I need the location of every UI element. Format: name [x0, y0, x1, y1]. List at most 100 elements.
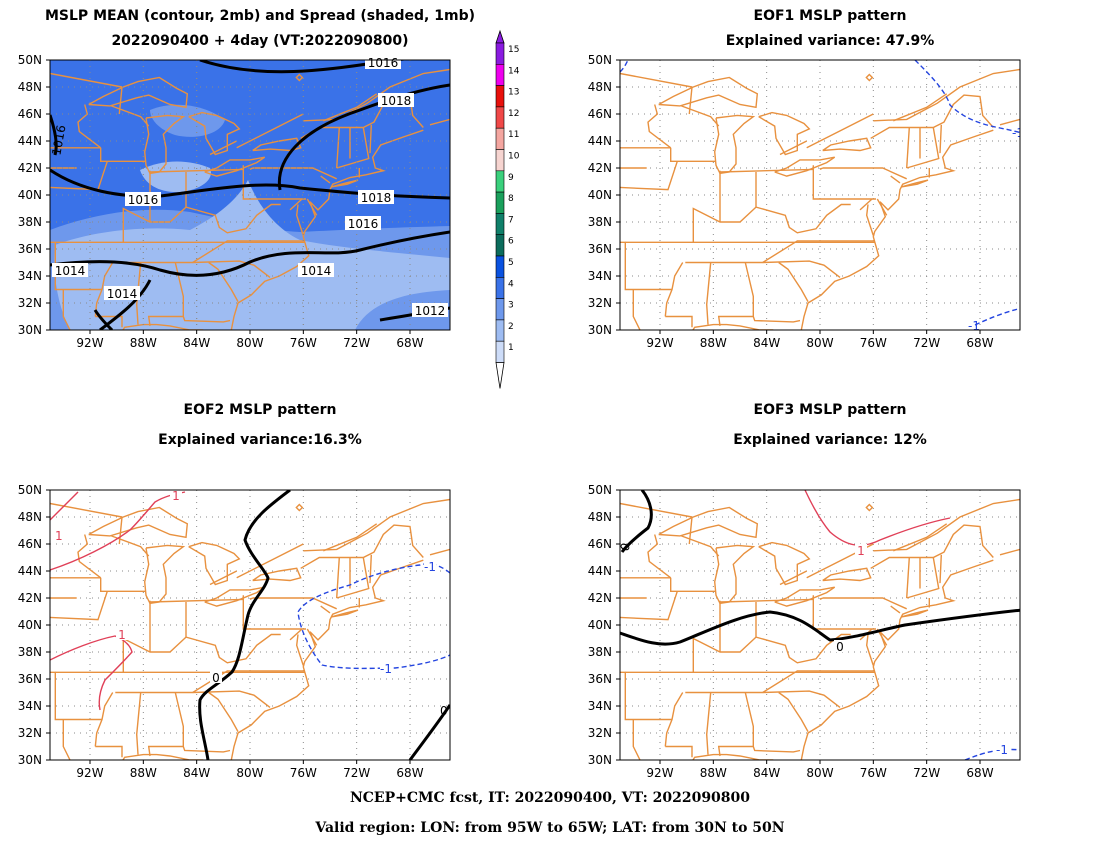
map-boundary-line: [901, 179, 929, 188]
eof2-title-line1: EOF2 MSLP pattern: [183, 402, 337, 418]
map-boundary-line: [118, 86, 123, 115]
map-boundary-line: [778, 261, 809, 302]
longitude-label: 92W: [646, 336, 673, 350]
longitude-label: 88W: [130, 336, 157, 350]
latitude-label: 32N: [18, 296, 42, 310]
map-boundary-line: [300, 524, 424, 569]
map-boundary-line: [230, 559, 424, 760]
longitude-label: 68W: [396, 766, 423, 780]
map-boundary-line: [336, 127, 340, 169]
longitude-label: 68W: [966, 336, 993, 350]
latitude-label: 50N: [18, 53, 42, 67]
contour-label: 1: [172, 489, 180, 503]
longitude-label: 76W: [290, 336, 317, 350]
map-boundary-line: [774, 586, 836, 607]
map-boundary-line: [713, 114, 756, 175]
map-boundary-line: [681, 105, 720, 127]
latitude-label: 46N: [588, 537, 612, 551]
map-boundary-line: [323, 523, 378, 552]
map-boundary-line: [115, 690, 271, 708]
map-island-marker: [865, 73, 874, 82]
map-boundary-line: [890, 605, 901, 614]
map-boundary-line: [713, 544, 756, 605]
map-boundary-line: [149, 598, 244, 603]
map-boundary-line: [252, 597, 337, 610]
map-boundary-line: [876, 198, 888, 216]
map-boundary-line: [999, 118, 1020, 126]
map-boundary-line: [688, 516, 693, 545]
map-boundary-line: [658, 76, 759, 109]
map-boundary-line: [289, 198, 303, 211]
map-boundary-line: [143, 544, 186, 605]
colorbar-label: 11: [508, 130, 519, 140]
map-boundary-line: [890, 175, 901, 184]
map-boundary-line: [192, 240, 305, 264]
contour-label: 1012: [415, 304, 446, 318]
map-boundary-line: [429, 118, 450, 126]
latitude-label: 46N: [588, 107, 612, 121]
latitude-label: 50N: [588, 53, 612, 67]
latitude-label: 42N: [588, 161, 612, 175]
colorbar-label: 8: [508, 194, 514, 204]
map-boundary-line: [665, 315, 693, 328]
colorbar-label: 6: [508, 237, 514, 247]
map-boundary-line: [647, 104, 672, 149]
latitude-label: 36N: [588, 242, 612, 256]
eof1-map-lines: [620, 68, 1020, 330]
longitude-label: 80W: [806, 766, 833, 780]
spread-colorbar: 15 14 13 12 11 10 9 8 7 6 5 4 3 2 1: [495, 29, 520, 389]
map-boundary-line: [758, 541, 811, 586]
map-boundary-line: [873, 68, 1020, 122]
longitude-label: 88W: [130, 766, 157, 780]
map-boundary-line: [681, 535, 720, 557]
map-boundary-line: [812, 595, 876, 630]
map-boundary-line: [122, 633, 281, 673]
latitude-label: 30N: [588, 323, 612, 337]
map-boundary-line: [620, 72, 693, 88]
colorbar-label: 2: [508, 322, 514, 332]
longitude-label: 84W: [753, 766, 780, 780]
longitude-label: 84W: [183, 336, 210, 350]
map-island-marker: [865, 503, 874, 512]
longitude-label: 76W: [290, 766, 317, 780]
map-boundary-line: [778, 691, 809, 732]
eof1-negative-contour: [620, 60, 629, 73]
eof3-axis-labels: 50N 48N 46N 44N 42N 40N 38N 36N 34N 32N 30N 92W 88W 8…: [588, 483, 994, 780]
latitude-label: 48N: [588, 80, 612, 94]
map-boundary-line: [208, 261, 239, 302]
latitude-label: 46N: [18, 537, 42, 551]
latitude-label: 42N: [18, 161, 42, 175]
map-boundary-line: [692, 633, 851, 673]
latitude-label: 44N: [588, 564, 612, 578]
map-boundary-line: [135, 692, 142, 755]
map-boundary-line: [369, 124, 372, 154]
map-boundary-line: [688, 86, 693, 115]
longitude-label: 80W: [236, 336, 263, 350]
spread-shade-light: [54, 180, 450, 330]
latitude-label: 50N: [588, 483, 612, 497]
longitude-label: 80W: [236, 766, 263, 780]
longitude-label: 84W: [183, 766, 210, 780]
map-boundary-line: [429, 548, 450, 556]
map-boundary-line: [122, 203, 281, 243]
map-boundary-line: [135, 262, 142, 325]
map-boundary-line: [865, 204, 874, 236]
latitude-label: 50N: [18, 483, 42, 497]
map-boundary-line: [822, 167, 907, 180]
eof3-negative-contour: [964, 748, 1020, 760]
map-boundary-line: [369, 554, 372, 584]
contour-label: 1014: [107, 287, 138, 301]
contour-label: 0: [836, 640, 844, 654]
map-boundary-line: [779, 570, 808, 586]
contour-label: 0: [617, 541, 633, 553]
spread-shade-light-2: [140, 161, 211, 193]
eof3-zero-contour: [620, 490, 653, 553]
map-boundary-line: [800, 559, 994, 760]
contour-label: 0: [212, 671, 220, 685]
map-boundary-line: [336, 557, 370, 599]
latitude-label: 48N: [18, 510, 42, 524]
contour-label: 1014: [55, 264, 86, 278]
map-boundary-line: [822, 567, 872, 582]
